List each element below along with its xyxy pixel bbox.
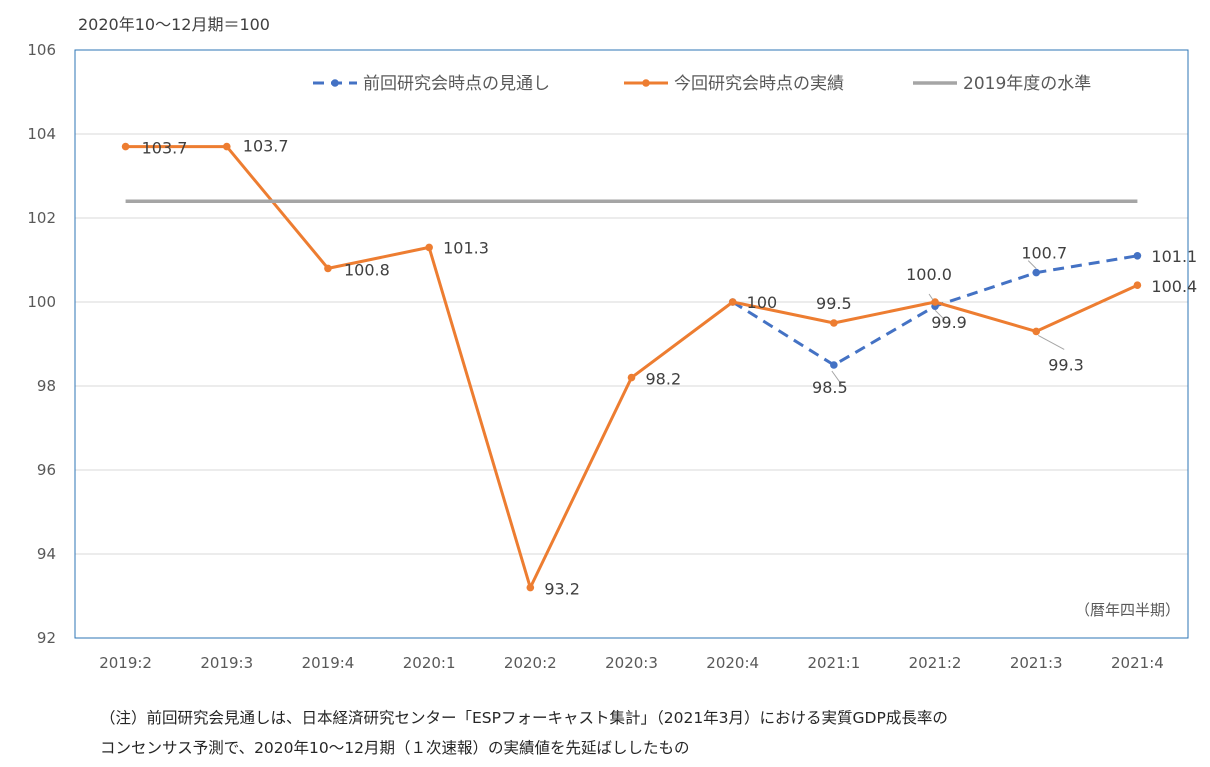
unit-label: 2020年10～12月期＝100 [78, 15, 270, 34]
y-tick-label: 96 [37, 461, 56, 479]
data-label: 98.2 [646, 370, 682, 389]
note-line-1: （注）前回研究会見通しは、日本経済研究センター「ESPフォーキャスト集計」（20… [100, 709, 948, 727]
forecast-point [830, 361, 838, 369]
y-tick-label: 98 [37, 377, 56, 395]
actual-point [931, 298, 939, 306]
data-labels: 98.5 99.9 100.7 101.1 103.7 103.7 100.8 101.3 93… [142, 137, 1198, 599]
x-tick-label: 2019:4 [302, 654, 355, 672]
data-label: 100.0 [906, 265, 952, 284]
period-label: （暦年四半期） [1075, 601, 1180, 619]
actual-point [1032, 327, 1041, 336]
x-tick-label: 2021:1 [807, 654, 860, 672]
actual-point [222, 142, 231, 151]
actual-point [121, 142, 130, 151]
x-tick-label: 2019:3 [200, 654, 253, 672]
data-label: 93.2 [544, 580, 580, 599]
series-lines [121, 142, 1142, 592]
forecast-point [1133, 252, 1142, 260]
actual-point [425, 243, 433, 252]
y-tick-label: 102 [27, 209, 56, 227]
data-label: 99.9 [931, 313, 967, 332]
x-tick-label: 2021:4 [1111, 654, 1164, 672]
y-tick-label: 104 [27, 125, 56, 143]
data-label: 101.3 [443, 238, 489, 257]
data-label: 99.3 [1048, 355, 1084, 374]
legend-label: 今回研究会時点の実績 [674, 74, 844, 94]
data-label: 100.4 [1151, 277, 1197, 296]
data-label: 103.7 [142, 139, 188, 158]
axes: 92 94 96 98 100 102 104 106 2019:2 2019:3 2019:4 20… [27, 41, 1189, 672]
actual-point [1133, 281, 1142, 290]
actual-point [526, 583, 535, 592]
legend-label: 前回研究会時点の見通し [363, 74, 550, 94]
x-tick-label: 2020:2 [504, 654, 557, 672]
forecast-point [1032, 268, 1041, 277]
actual-point [627, 373, 636, 382]
plot-frame [74, 49, 1189, 639]
label-leader [928, 293, 934, 301]
x-tick-label: 2021:3 [1010, 654, 1063, 672]
actual-point [324, 264, 332, 273]
label-leader [1037, 334, 1065, 350]
actual-point [830, 319, 838, 327]
legend-marker [331, 79, 339, 87]
data-label: 100 [747, 293, 778, 312]
actual-point [728, 298, 737, 306]
legend: 前回研究会時点の見通し 今回研究会時点の実績 2019年度の水準 [313, 74, 1091, 94]
data-label: 100.8 [344, 260, 390, 279]
data-label: 103.7 [243, 137, 289, 156]
y-tick-label: 100 [27, 293, 56, 311]
data-label: 99.5 [816, 294, 852, 313]
legend-label: 2019年度の水準 [963, 74, 1091, 94]
label-leader [1027, 260, 1037, 269]
y-tick-label: 92 [37, 629, 56, 647]
gridlines [75, 133, 1188, 555]
label-leader [934, 309, 946, 321]
label-leader [831, 370, 843, 386]
series-line-actual [125, 145, 1139, 590]
x-tick-label: 2020:3 [605, 654, 658, 672]
data-label: 100.7 [1021, 244, 1067, 263]
x-tick-label: 2019:2 [99, 654, 152, 672]
y-tick-label: 94 [37, 545, 56, 563]
x-tick-label: 2021:2 [909, 654, 962, 672]
data-label: 98.5 [812, 378, 848, 397]
legend-marker [642, 79, 650, 87]
x-tick-label: 2020:4 [706, 654, 759, 672]
x-tick-label: 2020:1 [403, 654, 456, 672]
note-line-2: コンセンサス予測で、2020年10～12月期（１次速報）の実績値を先延ばししたも… [100, 739, 690, 757]
data-label: 101.1 [1151, 247, 1197, 266]
y-tick-label: 106 [27, 41, 56, 59]
